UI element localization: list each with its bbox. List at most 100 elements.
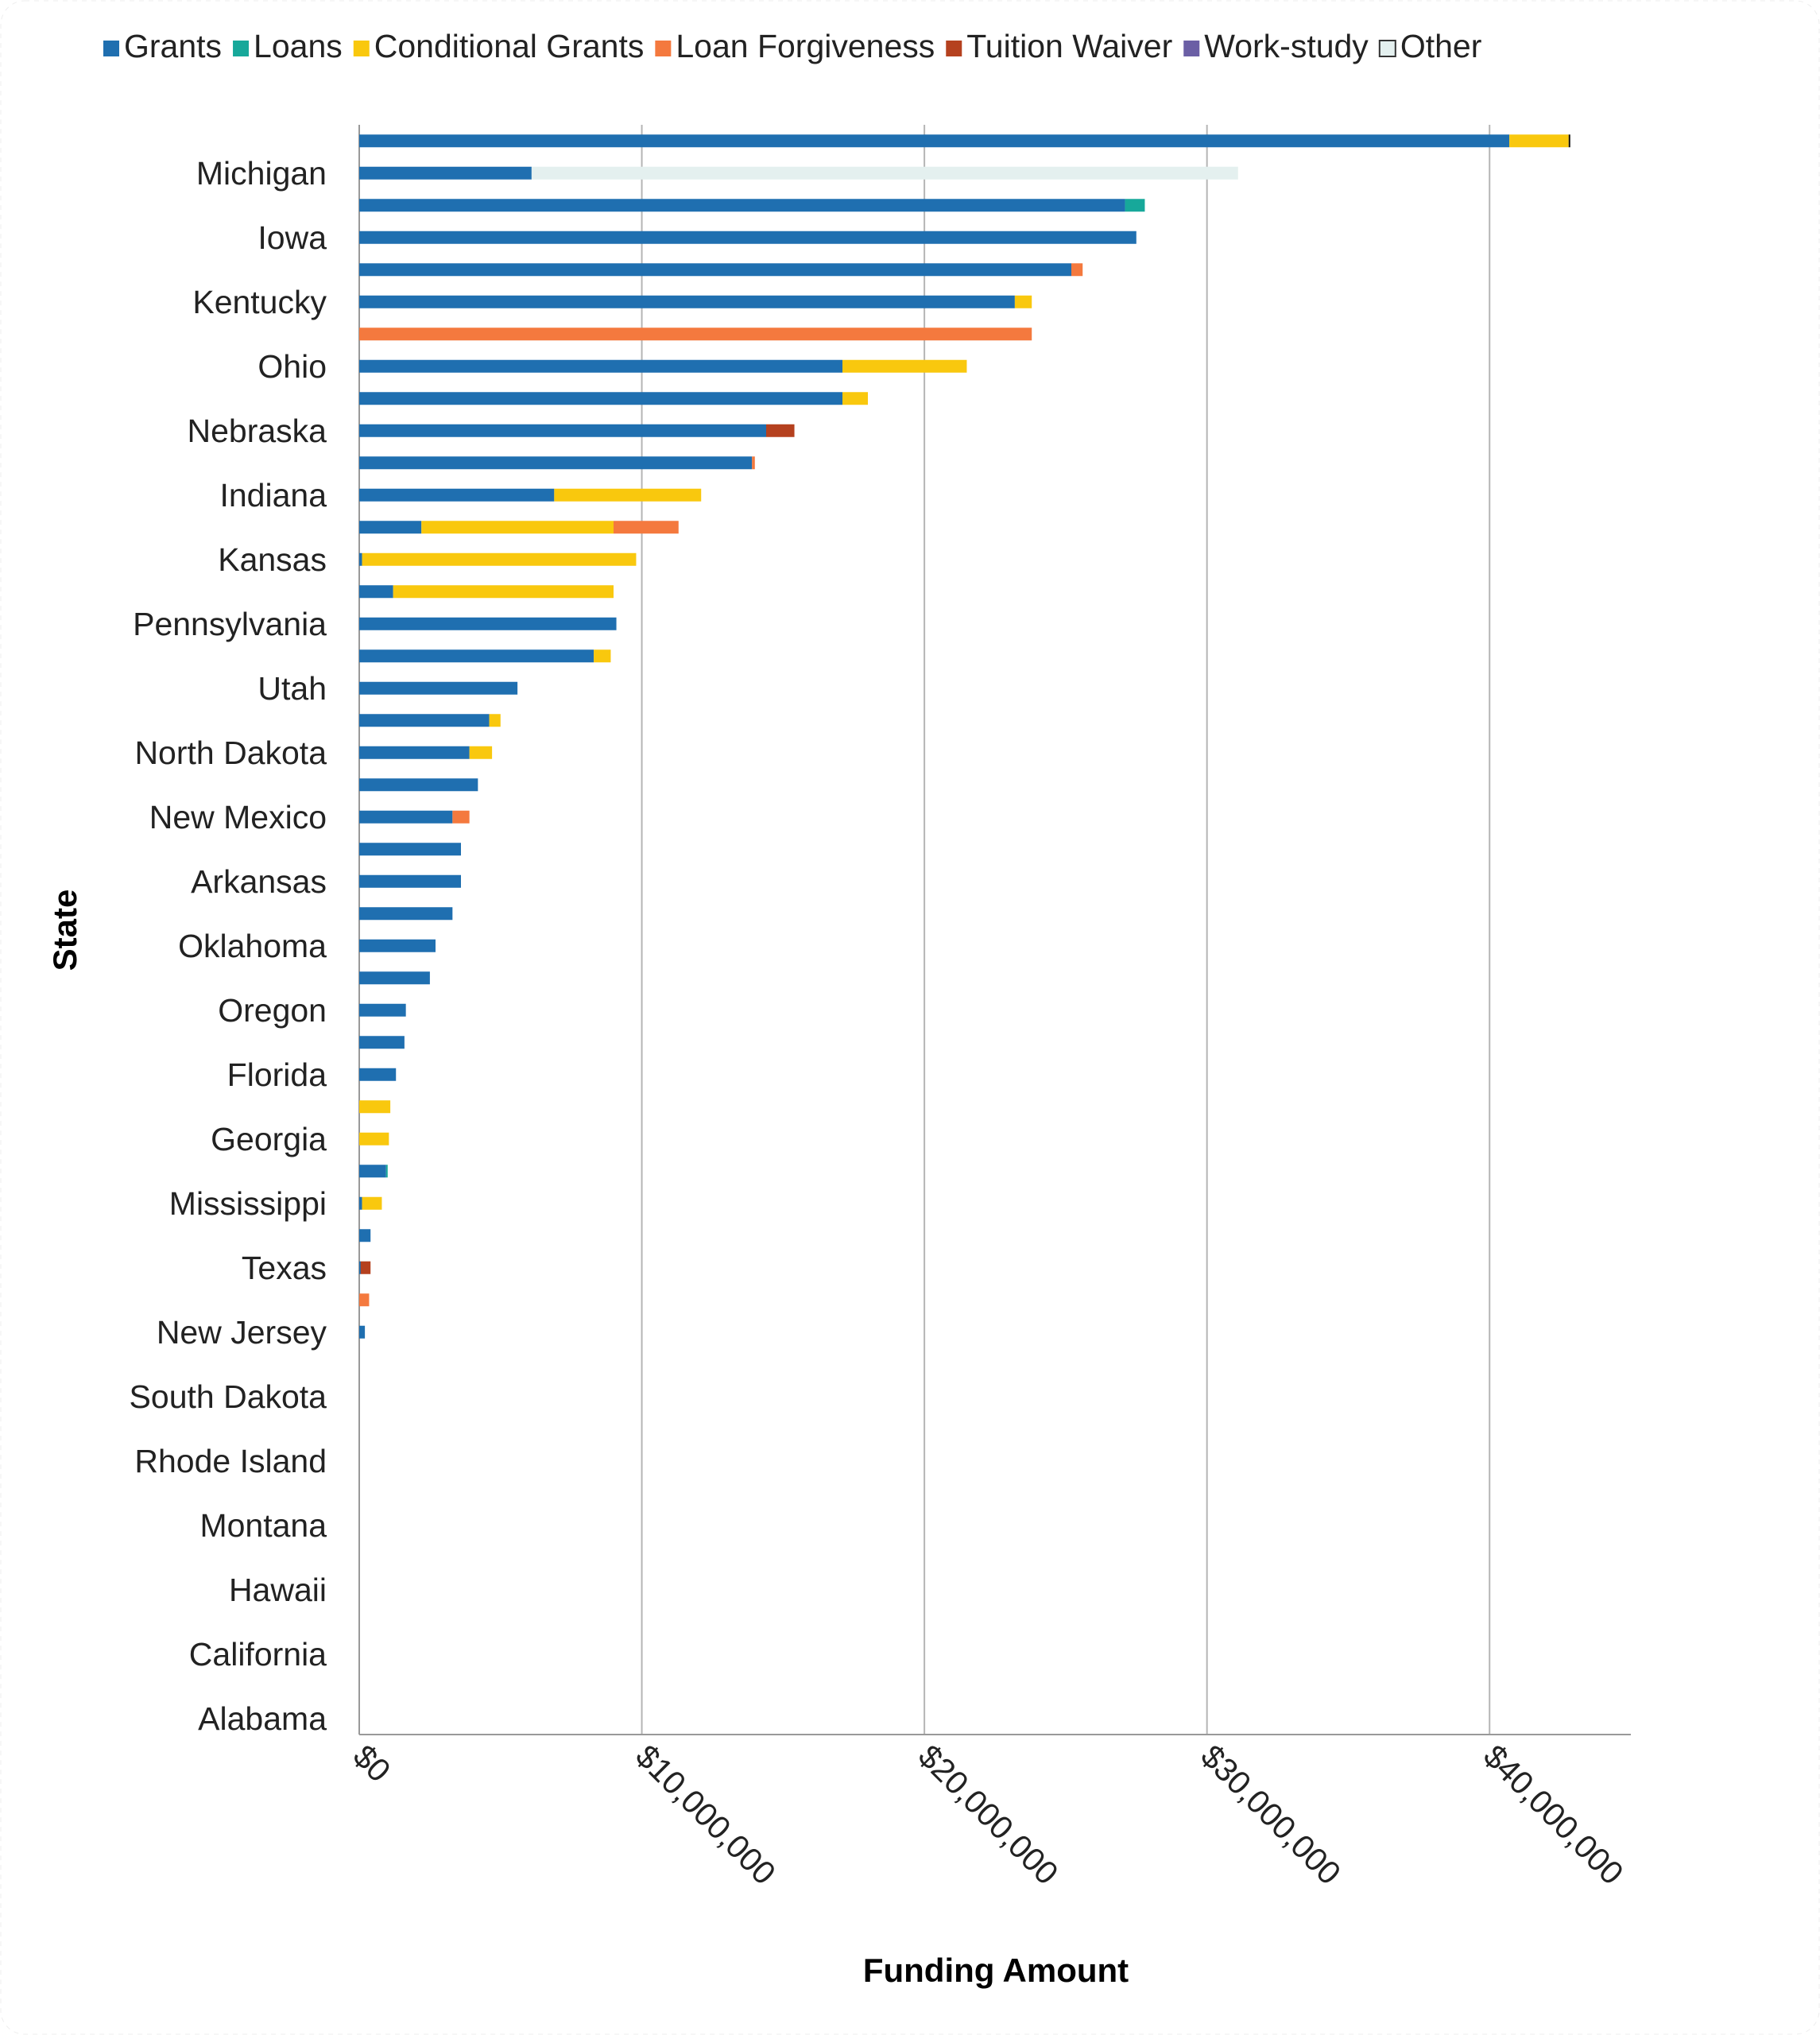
- bar-segment-grants: [359, 1229, 371, 1242]
- y-tick-label: Florida: [227, 1056, 327, 1093]
- y-tick-label: Texas: [242, 1250, 327, 1286]
- bar-segment-grants: [359, 746, 470, 759]
- bar-segment-grants: [359, 263, 1071, 277]
- legend-label: Conditional Grants: [374, 28, 645, 64]
- bar-segment-conditional-grants: [421, 521, 614, 534]
- bar-segment-grants: [359, 134, 1510, 148]
- bar-segment-grants: [359, 681, 518, 695]
- y-tick-label: Oklahoma: [178, 928, 327, 964]
- legend-swatch-conditional-grants: [353, 41, 370, 56]
- y-tick-label: Oregon: [218, 992, 327, 1029]
- y-tick-label: Hawaii: [229, 1572, 327, 1608]
- legend: Grants Loans Conditional Grants Loan Forgiv…: [103, 28, 1481, 64]
- y-tick-label: Iowa: [258, 219, 327, 256]
- bar-segment-tuition-waiver: [360, 1261, 371, 1274]
- y-tick-label: Rhode Island: [134, 1443, 327, 1479]
- legend-label: Grants: [124, 28, 222, 64]
- y-tick-label: North Dakota: [134, 735, 327, 771]
- bar-segment-grants: [359, 231, 1137, 244]
- legend-label: Loan Forgiveness: [676, 28, 935, 64]
- bar-segment-grants: [359, 907, 453, 921]
- bar-segment-grants: [359, 971, 430, 985]
- bar-segment-grants: [359, 810, 453, 824]
- bar-segment-grants: [359, 1261, 361, 1274]
- bar-segment-grants: [359, 1036, 405, 1049]
- y-tick-label: Mississippi: [169, 1185, 327, 1222]
- bar-segment-conditional-grants: [1509, 134, 1569, 148]
- bar-segment-grants: [359, 199, 1125, 212]
- y-tick-labels: Michigan Iowa Kentucky Ohio Nebraska Indiana K…: [130, 155, 327, 1737]
- y-tick-label: Pennsylvania: [133, 606, 327, 642]
- y-tick-label: Montana: [199, 1507, 327, 1544]
- y-tick-label: Utah: [258, 670, 327, 707]
- legend-swatch-tuition-waiver: [946, 41, 962, 56]
- bar-segment-conditional-grants: [489, 714, 501, 727]
- bar-segment-other: [531, 166, 1238, 180]
- bar-segment-conditional-grants: [842, 392, 868, 405]
- bar-segment-conditional-grants: [594, 649, 611, 663]
- bar-segment-grants: [359, 617, 617, 630]
- bar-segment-conditional-grants: [359, 1132, 389, 1145]
- bar-segment-grants: [359, 714, 490, 727]
- bar-segment-conditional-grants: [554, 488, 702, 502]
- bar-segment-grants: [359, 939, 436, 952]
- y-tick-label: Nebraska: [188, 413, 327, 449]
- bar-segment-grants: [359, 585, 393, 599]
- bar-segment-grants: [359, 295, 1015, 308]
- bar-segment-grants: [359, 874, 461, 888]
- legend-swatch-grants: [103, 41, 119, 56]
- y-tick-label: California: [189, 1636, 327, 1673]
- y-tick-label: Ohio: [258, 348, 327, 385]
- y-tick-label: Georgia: [211, 1121, 327, 1157]
- bar-segment-conditional-grants: [842, 359, 967, 373]
- bar-segment-loan-forgiveness: [1071, 263, 1083, 277]
- bars: [359, 134, 1570, 1339]
- bar-segment-grants: [359, 778, 478, 792]
- bar-segment-loan-forgiveness: [452, 810, 470, 824]
- bar-segment-grants: [359, 392, 842, 405]
- bar-segment-grants: [359, 359, 842, 373]
- bar-segment-loan-forgiveness: [359, 328, 1032, 341]
- y-tick-label: Kentucky: [192, 284, 327, 320]
- bar-segment-loan-forgiveness: [614, 521, 679, 534]
- legend-swatch-loan-forgiveness: [655, 41, 672, 56]
- bar-segment-grants: [359, 456, 753, 470]
- bar-segment-grants: [359, 424, 766, 437]
- bar-segment-grants: [359, 649, 594, 663]
- y-tick-label: Alabama: [198, 1700, 327, 1737]
- y-tick-label: Kansas: [218, 541, 327, 578]
- bar-segment-conditional-grants: [469, 746, 493, 759]
- y-axis-title: State: [46, 890, 83, 971]
- bar-segment-tuition-waiver: [766, 424, 795, 437]
- bar-segment-grants: [359, 843, 461, 856]
- bar-segment-grants: [359, 552, 362, 566]
- y-tick-label: South Dakota: [130, 1378, 327, 1415]
- y-tick-label: New Mexico: [149, 799, 327, 835]
- bar-segment-grants: [359, 1068, 397, 1081]
- bar-segment-loans: [1125, 199, 1145, 212]
- legend-label: Work-study: [1204, 28, 1369, 64]
- bar-segment-conditional-grants: [359, 1100, 391, 1114]
- bar-segment-loan-forgiveness: [752, 456, 755, 470]
- legend-label: Loans: [254, 28, 343, 64]
- x-axis-title: Funding Amount: [863, 1952, 1129, 1989]
- bar-segment-conditional-grants: [393, 585, 614, 599]
- bar-segment-grants: [359, 1325, 366, 1339]
- y-tick-label: Indiana: [219, 477, 327, 514]
- legend-swatch-other: [1378, 40, 1396, 57]
- legend-label: Other: [1400, 28, 1482, 64]
- bar-segment-loans: [385, 1165, 388, 1178]
- bar-segment-grants: [359, 1003, 406, 1017]
- legend-swatch-loans: [233, 41, 250, 56]
- y-tick-label: New Jersey: [157, 1314, 327, 1351]
- bar-segment-grants: [359, 488, 555, 502]
- legend-label: Tuition Waiver: [966, 28, 1172, 64]
- bar-segment-work-study: [1568, 134, 1570, 148]
- bar-segment-grants: [359, 1196, 362, 1210]
- bar-segment-grants: [359, 521, 422, 534]
- bar-segment-grants: [359, 1165, 386, 1178]
- y-tick-label: Arkansas: [191, 863, 327, 900]
- y-tick-label: Michigan: [196, 155, 327, 192]
- bar-segment-conditional-grants: [1014, 295, 1032, 308]
